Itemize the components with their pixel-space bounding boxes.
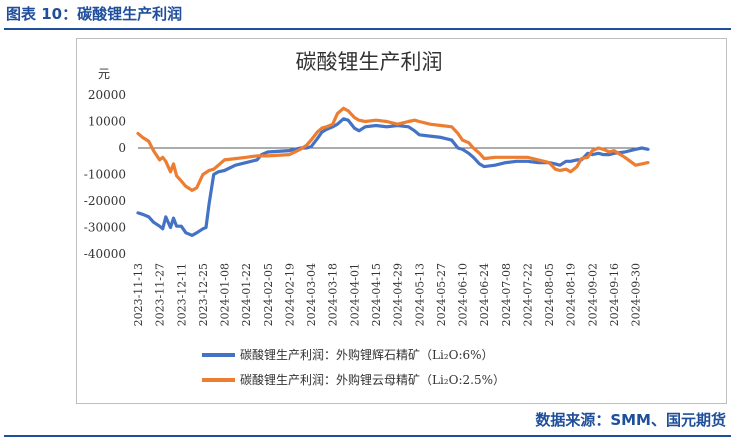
legend: 碳酸锂生产利润：外购锂辉石精矿（Li₂O:6%） 碳酸锂生产利润：外购锂云母精矿…: [202, 347, 505, 387]
x-tick-label: 2024-04-29: [392, 263, 405, 326]
bottom-divider: [4, 435, 731, 437]
y-axis-ticks: -40000 -30000 -20000 -10000 0 10000 20000: [84, 88, 126, 261]
x-tick-label: 2024-07-08: [500, 263, 513, 326]
x-tick-label: 2024-09-30: [630, 263, 643, 326]
series-line-2: [136, 106, 650, 192]
chart-frame: [76, 38, 727, 404]
x-tick-label: 2023-12-11: [175, 263, 188, 326]
y-tick-label: -20000: [84, 194, 126, 208]
y-tick-label: -30000: [84, 221, 126, 235]
x-tick-label: 2024-01-08: [219, 263, 232, 326]
figure-caption: 图表 10：碳酸锂生产利润: [6, 5, 183, 23]
y-tick-label: 0: [118, 141, 126, 155]
x-tick-label: 2024-09-16: [608, 263, 621, 326]
x-tick-label: 2024-06-24: [478, 263, 491, 326]
x-tick-label: 2024-03-04: [305, 263, 318, 326]
x-tick-label: 2024-02-19: [283, 263, 296, 326]
x-tick-label: 2023-11-13: [132, 263, 145, 326]
x-tick-label: 2024-08-05: [543, 263, 556, 326]
y-tick-label: 20000: [88, 88, 126, 102]
series-line-1: [136, 117, 650, 237]
x-tick-label: 2024-03-18: [327, 263, 340, 326]
x-tick-label: 2024-07-22: [521, 263, 534, 326]
x-tick-label: 2024-06-10: [457, 263, 470, 326]
y-tick-label: 10000: [88, 115, 126, 129]
x-tick-label: 2023-11-27: [154, 263, 167, 326]
y-tick-label: -10000: [84, 168, 126, 182]
x-tick-label: 2024-08-19: [565, 263, 578, 326]
chart-title: 碳酸锂生产利润: [296, 50, 443, 74]
x-tick-label: 2024-05-13: [413, 263, 426, 326]
x-tick-label: 2024-04-15: [370, 263, 383, 326]
legend-label-series-1: 碳酸锂生产利润：外购锂辉石精矿（Li₂O:6%）: [240, 347, 494, 362]
x-tick-label: 2024-04-01: [348, 263, 361, 326]
series-lines: [136, 106, 650, 237]
x-tick-label: 2024-09-02: [586, 263, 599, 326]
x-tick-label: 2024-05-27: [435, 263, 448, 326]
x-axis-ticks: 2023-11-13 2023-11-27 2023-12-11 2023-12-25…: [132, 263, 643, 326]
caption-divider: [4, 28, 731, 30]
source-note: 数据来源：SMM、国元期货: [535, 411, 726, 429]
x-tick-label: 2024-02-05: [262, 263, 275, 326]
legend-label-series-2: 碳酸锂生产利润：外购锂云母精矿（Li₂O:2.5%）: [240, 372, 505, 387]
y-tick-label: -40000: [84, 247, 126, 261]
y-axis-label: 元: [98, 67, 110, 81]
x-tick-label: 2024-01-22: [240, 263, 253, 326]
x-tick-label: 2023-12-25: [197, 263, 210, 326]
